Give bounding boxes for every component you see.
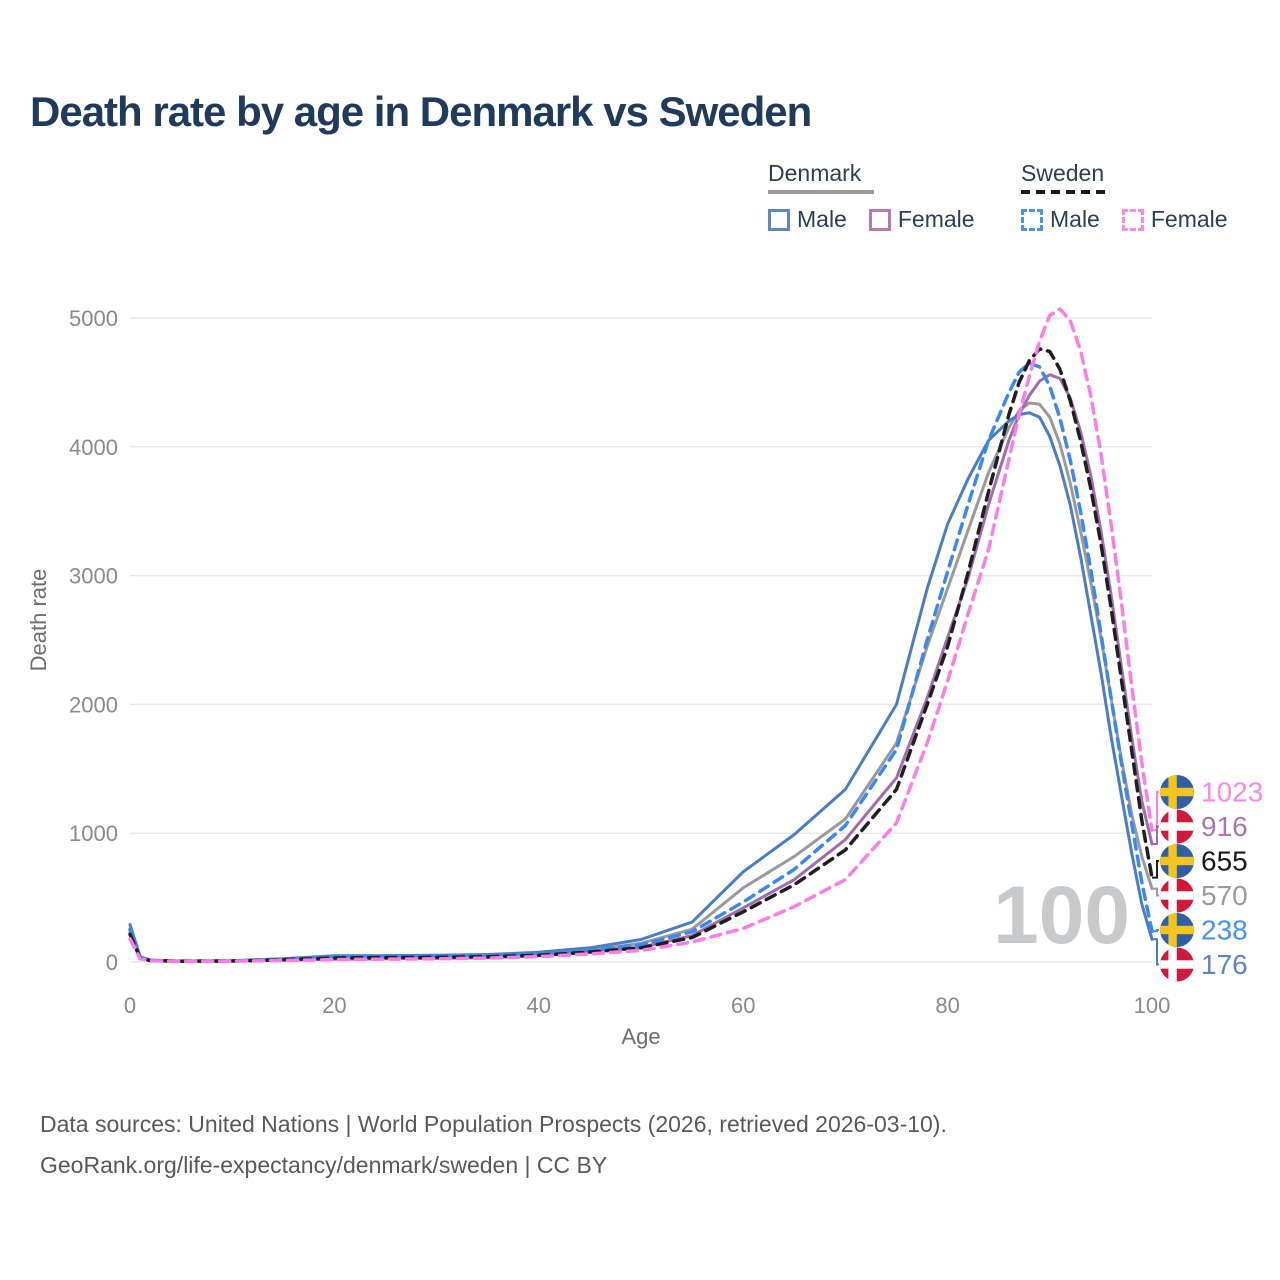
end-label-connector [1152, 929, 1159, 933]
y-tick-label: 5000 [69, 306, 118, 331]
legend-item-label: Male [1050, 206, 1100, 232]
legend-group-denmark: Denmark Male Female [768, 160, 975, 233]
flag-cross-horizontal [1160, 925, 1194, 935]
page-title: Death rate by age in Denmark vs Sweden [30, 88, 812, 135]
y-axis-title: Death rate [26, 569, 51, 672]
legend-swatch-icon [1121, 208, 1144, 231]
end-label-connector [1152, 938, 1159, 966]
y-axis-tick-labels: 0 1000 2000 3000 4000 5000 [69, 306, 118, 975]
legend-item-sweden-male[interactable]: Male [1021, 206, 1100, 233]
denmark-line-style-sample [768, 190, 874, 194]
sweden-line-style-sample [1021, 190, 1111, 194]
x-axis-tick-labels: 0 20 40 60 80 100 [124, 993, 1170, 1018]
x-tick-label: 80 [935, 993, 959, 1018]
footer-data-sources: Data sources: United Nations | World Pop… [40, 1111, 947, 1137]
end-label-value: 176 [1201, 949, 1248, 980]
gridlines [130, 317, 1152, 963]
x-tick-label: 0 [124, 993, 136, 1018]
legend-group-sweden-label[interactable]: Sweden [1021, 160, 1105, 186]
legend-group-sweden: Sweden Male Female [1021, 160, 1228, 233]
legend-swatch-icon [1021, 208, 1043, 231]
end-label-value: 1023 [1201, 777, 1263, 808]
x-tick-label: 40 [527, 993, 551, 1018]
series-line-sweden-female[interactable] [128, 307, 1154, 964]
sweden-flag-icon [1160, 775, 1194, 809]
legend-item-sweden-female[interactable]: Female [1121, 206, 1228, 233]
flag-cross-horizontal [1160, 856, 1194, 866]
footer-attribution: Data sources: United Nations | World Pop… [40, 1104, 947, 1186]
flag-cross-horizontal [1160, 787, 1194, 797]
y-tick-label: 1000 [69, 821, 118, 846]
x-axis-title: Age [621, 1024, 660, 1049]
end-label-connector [1152, 860, 1159, 879]
end-label-connector [1152, 825, 1159, 845]
legend-items-denmark: Male Female [768, 206, 975, 233]
flag-cross-vertical [1168, 844, 1177, 878]
flag-cross-vertical [1168, 913, 1177, 947]
series-lines [128, 307, 1154, 964]
x-tick-label: 100 [1134, 993, 1171, 1018]
flag-cross-vertical [1168, 775, 1177, 809]
legend-swatch-icon [768, 208, 790, 231]
end-label-value: 916 [1201, 811, 1248, 842]
flag-cross-vertical [1168, 878, 1177, 913]
denmark-flag-icon [1160, 878, 1194, 913]
denmark-flag-icon [1160, 947, 1194, 982]
flag-cross-horizontal [1160, 822, 1194, 831]
legend-swatch-icon [868, 208, 891, 231]
end-label-connector [1152, 791, 1159, 832]
flag-cross-horizontal [1160, 960, 1194, 969]
flag-cross-horizontal [1160, 891, 1194, 900]
legend-item-label: Male [797, 206, 847, 232]
legend-item-label: Female [897, 206, 975, 232]
legend-item-denmark-female[interactable]: Female [868, 206, 975, 233]
legend-items-sweden: Male Female [1021, 206, 1228, 233]
flag-cross-vertical [1168, 947, 1177, 982]
end-label-value: 570 [1201, 880, 1248, 911]
y-tick-label: 4000 [69, 435, 118, 460]
y-tick-label: 3000 [69, 564, 118, 589]
end-label-connector [1152, 887, 1159, 897]
x-tick-label: 20 [322, 993, 346, 1018]
legend-group-denmark-label[interactable]: Denmark [768, 160, 862, 186]
legend-item-denmark-male[interactable]: Male [768, 206, 847, 233]
age-counter-watermark: 100 [993, 870, 1130, 961]
footer-url-license: GeoRank.org/life-expectancy/denmark/swed… [40, 1152, 608, 1178]
denmark-flag-icon [1160, 809, 1194, 844]
legend-item-label: Female [1150, 206, 1228, 232]
x-tick-label: 60 [731, 993, 755, 1018]
series-line-sweden-total[interactable] [128, 347, 1154, 963]
flag-cross-vertical [1168, 809, 1177, 844]
end-label-value: 238 [1201, 915, 1248, 946]
end-label-value: 655 [1201, 846, 1248, 877]
sweden-flag-icon [1160, 844, 1194, 878]
y-tick-label: 0 [106, 950, 118, 975]
death-rate-chart: 0 1000 2000 3000 4000 5000 0 20 40 60 80 100 Death… [26, 306, 1263, 1049]
y-tick-label: 2000 [69, 692, 118, 717]
sweden-flag-icon [1160, 913, 1194, 947]
